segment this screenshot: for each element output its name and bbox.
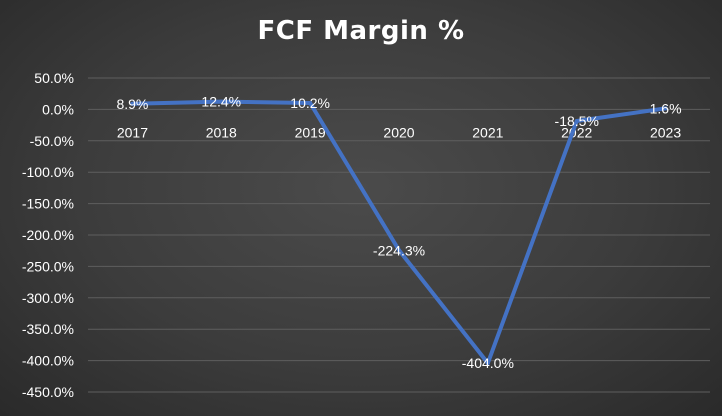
data-label: -224.3% (373, 242, 425, 258)
y-tick-label: -250.0% (22, 258, 74, 274)
y-tick-label: -400.0% (22, 353, 74, 369)
y-tick-label: -350.0% (22, 321, 74, 337)
data-point (663, 106, 668, 111)
chart-title: FCF Margin % (257, 16, 465, 46)
x-tick-label: 2018 (206, 124, 237, 140)
data-point (130, 101, 135, 106)
data-label: 8.9% (116, 96, 148, 112)
x-tick-label: 2020 (383, 124, 414, 140)
data-label: 12.4% (201, 94, 241, 110)
data-point (397, 248, 401, 253)
x-tick-label: 2023 (650, 124, 681, 140)
data-label: 1.6% (650, 100, 682, 116)
x-tick-label: 2019 (295, 124, 326, 140)
data-point (219, 99, 224, 104)
data-label: -18.5% (555, 113, 599, 129)
data-label: 10.2% (290, 95, 330, 111)
y-tick-label: -50.0% (30, 133, 74, 149)
y-tick-label: -300.0% (22, 290, 74, 306)
data-label: -404.0% (462, 355, 514, 371)
data-point (485, 361, 490, 366)
y-tick-label: -150.0% (22, 196, 74, 212)
y-tick-label: 50.0% (34, 70, 74, 86)
y-tick-label: -200.0% (22, 227, 74, 243)
x-tick-label: 2017 (117, 124, 148, 140)
y-tick-label: -100.0% (22, 164, 74, 180)
y-tick-label: 0.0% (42, 101, 74, 117)
x-tick-label: 2021 (472, 124, 503, 140)
data-point (574, 119, 579, 124)
data-point (308, 100, 313, 105)
y-tick-label: -450.0% (22, 384, 74, 400)
